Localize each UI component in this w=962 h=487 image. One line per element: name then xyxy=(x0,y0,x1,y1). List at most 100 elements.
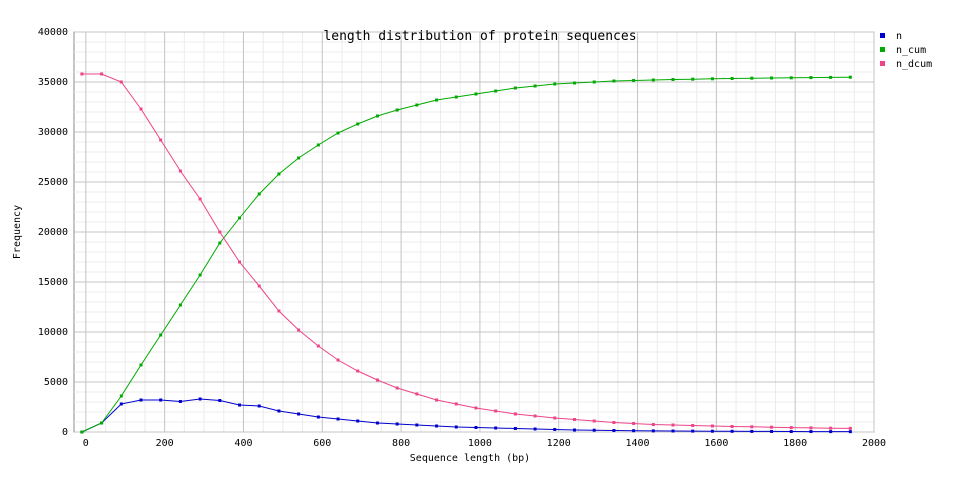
series-group xyxy=(80,72,852,434)
data-point xyxy=(750,429,754,433)
data-point xyxy=(789,430,793,433)
data-point xyxy=(848,75,852,79)
y-axis-title: Frequency xyxy=(12,205,23,259)
data-point xyxy=(730,77,734,80)
y-tick-label: 10000 xyxy=(38,327,68,338)
data-point xyxy=(297,156,301,160)
data-point xyxy=(297,412,301,416)
x-tick-label: 1600 xyxy=(704,438,728,449)
data-point xyxy=(750,425,754,429)
data-point xyxy=(159,398,163,402)
data-point xyxy=(375,378,379,382)
legend-swatch xyxy=(880,61,885,66)
data-point xyxy=(572,418,576,421)
data-point xyxy=(612,429,616,432)
data-point xyxy=(809,426,813,430)
data-point xyxy=(198,273,202,277)
y-tick-label: 15000 xyxy=(38,277,68,288)
data-point xyxy=(533,414,537,418)
data-point xyxy=(454,95,458,99)
data-point xyxy=(395,422,399,426)
data-point xyxy=(119,394,123,398)
data-point xyxy=(178,400,182,403)
data-point xyxy=(336,417,340,421)
data-point xyxy=(336,358,340,362)
data-point xyxy=(691,429,695,433)
series-line xyxy=(81,73,851,429)
data-point xyxy=(238,403,242,407)
legend-swatch xyxy=(880,47,885,52)
data-point xyxy=(218,399,222,402)
legend-label: n_dcum xyxy=(896,59,932,70)
data-point xyxy=(218,241,222,245)
data-point xyxy=(494,409,498,413)
data-point xyxy=(100,72,104,76)
data-point xyxy=(178,303,182,307)
y-tick-label: 20000 xyxy=(38,227,68,238)
data-point xyxy=(691,424,695,427)
data-point xyxy=(710,77,714,81)
data-point xyxy=(770,425,774,429)
data-point xyxy=(789,426,793,430)
x-tick-label: 1400 xyxy=(625,438,649,449)
data-point xyxy=(435,398,439,402)
data-point xyxy=(356,122,360,126)
data-point xyxy=(159,333,163,337)
data-point xyxy=(257,284,261,288)
x-tick-label: 2000 xyxy=(862,438,886,449)
data-point xyxy=(770,76,774,80)
series-line xyxy=(81,398,851,433)
data-point xyxy=(218,230,222,234)
series-n-dcum xyxy=(80,72,852,430)
data-point xyxy=(809,430,813,434)
data-point xyxy=(829,75,833,79)
data-point xyxy=(454,425,458,429)
data-point xyxy=(474,406,478,410)
data-point xyxy=(789,76,793,80)
major-grid xyxy=(74,31,875,433)
y-tick-label: 25000 xyxy=(38,177,68,188)
data-point xyxy=(553,428,557,431)
data-point xyxy=(198,197,202,201)
y-tick-label: 30000 xyxy=(38,127,68,138)
y-tick-label: 35000 xyxy=(38,77,68,88)
data-point xyxy=(533,84,537,88)
data-point xyxy=(375,421,379,425)
data-point xyxy=(415,103,419,107)
data-point xyxy=(592,419,596,423)
x-tick-label: 1000 xyxy=(468,438,492,449)
data-point xyxy=(809,76,813,80)
data-point xyxy=(612,79,616,83)
data-point xyxy=(612,421,616,424)
x-tick-label: 400 xyxy=(234,438,252,449)
data-point xyxy=(119,80,123,84)
data-point xyxy=(651,423,655,426)
x-axis-title: Sequence length (bp) xyxy=(410,453,530,464)
x-tick-label: 0 xyxy=(83,438,89,449)
data-point xyxy=(454,402,458,406)
x-tick-label: 1200 xyxy=(547,438,571,449)
data-point xyxy=(435,424,439,428)
data-point xyxy=(691,77,695,81)
y-tick-label: 0 xyxy=(62,427,68,438)
data-point xyxy=(730,425,734,428)
legend-label: n_cum xyxy=(896,45,926,56)
data-point xyxy=(178,169,182,173)
data-point xyxy=(710,424,714,428)
data-point xyxy=(257,404,261,408)
legend-label: n xyxy=(896,31,902,42)
data-point xyxy=(632,79,636,82)
data-point xyxy=(710,429,714,433)
data-point xyxy=(356,419,360,423)
x-tick-label: 800 xyxy=(392,438,410,449)
data-point xyxy=(829,430,833,434)
data-point xyxy=(671,423,675,427)
data-point xyxy=(553,82,557,86)
data-point xyxy=(336,131,340,135)
data-point xyxy=(513,412,517,416)
data-point xyxy=(553,416,557,420)
x-tick-label: 1800 xyxy=(783,438,807,449)
data-point xyxy=(513,427,517,430)
